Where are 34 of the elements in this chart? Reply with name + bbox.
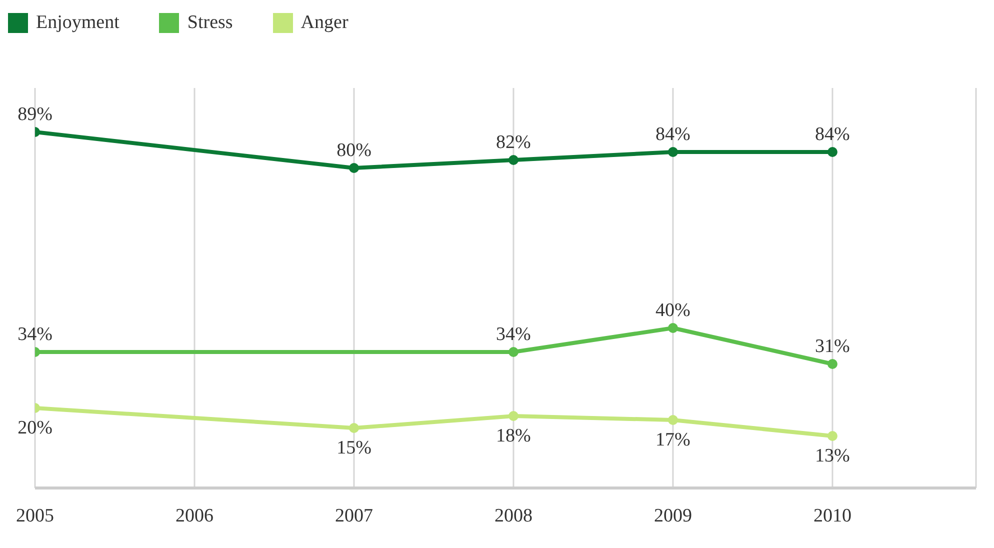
- x-tick-label: 2007: [334, 505, 373, 526]
- data-label: 18%: [496, 425, 532, 446]
- data-label: 82%: [496, 132, 532, 153]
- x-tick-label: 2010: [813, 505, 852, 526]
- data-label: 13%: [815, 445, 850, 466]
- legend-label: Anger: [300, 12, 348, 34]
- point: [668, 415, 678, 425]
- data-label: 89%: [18, 104, 53, 125]
- data-label: 80%: [336, 140, 372, 161]
- data-label: 31%: [815, 336, 850, 357]
- data-label: 84%: [656, 124, 691, 145]
- x-tick-label: 2009: [654, 505, 692, 526]
- point: [827, 359, 838, 369]
- data-label: 34%: [18, 324, 53, 345]
- data-label: 34%: [496, 324, 532, 345]
- x-tick-label: 2005: [16, 505, 54, 526]
- point: [348, 423, 359, 433]
- data-label: 84%: [815, 124, 850, 145]
- point: [668, 147, 678, 157]
- data-label: 17%: [656, 429, 691, 450]
- data-label: 15%: [336, 437, 372, 458]
- point: [508, 155, 518, 165]
- x-tick-label: 2008: [494, 505, 532, 526]
- legend-label: Enjoyment: [36, 12, 120, 34]
- point: [827, 431, 838, 441]
- point: [508, 411, 518, 421]
- point: [827, 147, 838, 157]
- point: [508, 347, 518, 357]
- data-label: 20%: [18, 417, 53, 438]
- legend-label: Stress: [187, 12, 233, 34]
- x-tick-label: 2006: [175, 505, 214, 526]
- data-label: 40%: [656, 300, 691, 321]
- point: [668, 323, 678, 333]
- point: [348, 163, 359, 173]
